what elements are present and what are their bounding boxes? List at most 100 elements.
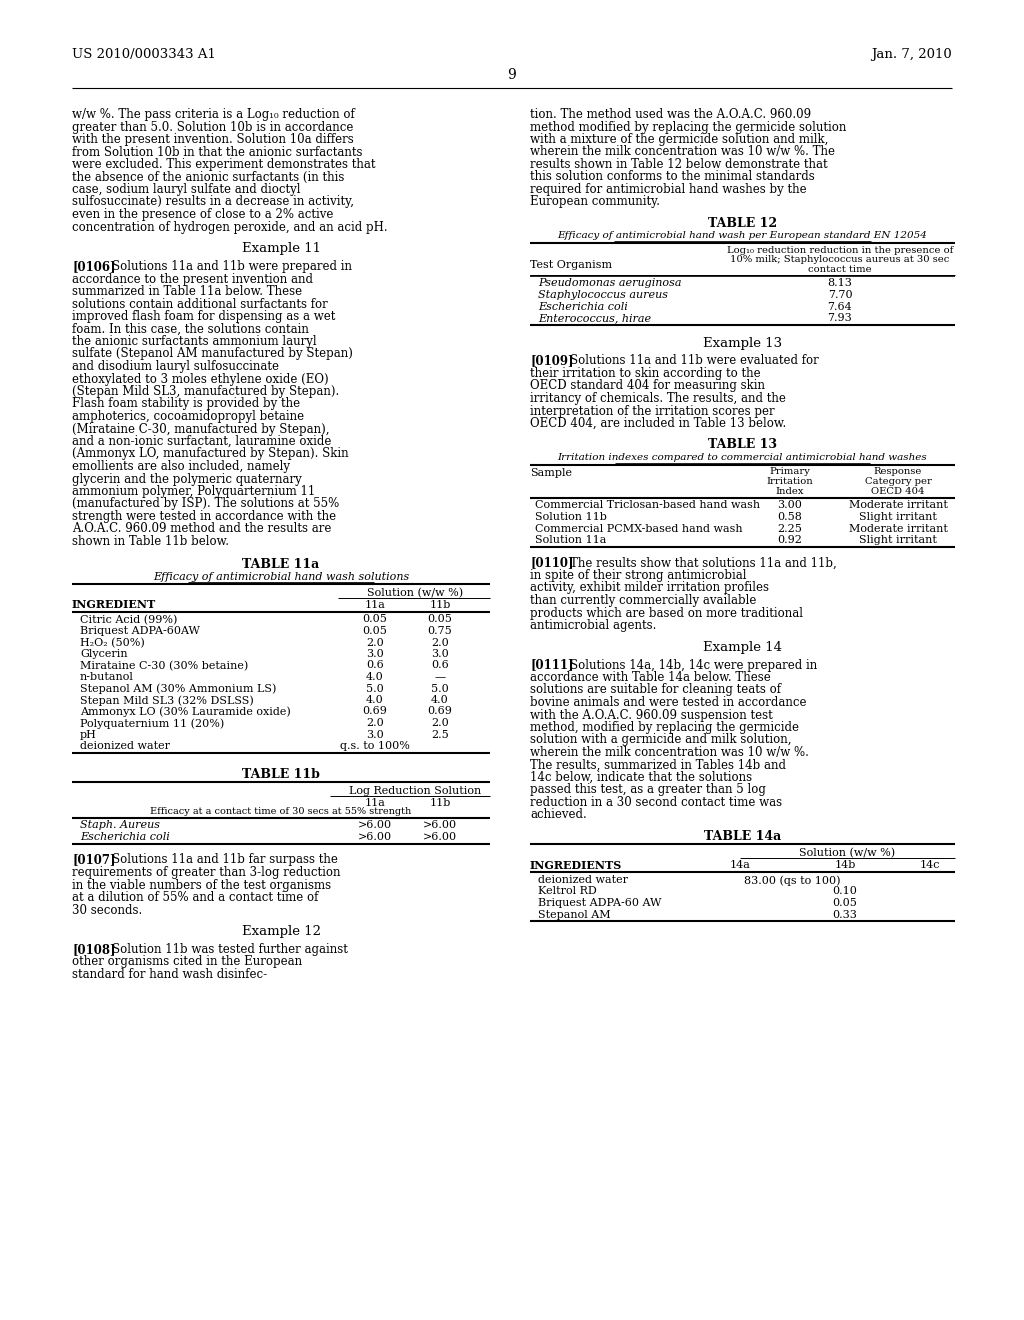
Text: 3.0: 3.0 bbox=[431, 649, 449, 659]
Text: 14a: 14a bbox=[729, 861, 751, 870]
Text: improved flash foam for dispensing as a wet: improved flash foam for dispensing as a … bbox=[72, 310, 336, 323]
Text: Commercial Triclosan-based hand wash: Commercial Triclosan-based hand wash bbox=[535, 500, 760, 511]
Text: 5.0: 5.0 bbox=[431, 684, 449, 693]
Text: 2.25: 2.25 bbox=[777, 524, 803, 533]
Text: Solution (w/w %): Solution (w/w %) bbox=[800, 847, 896, 858]
Text: case, sodium lauryl sulfate and dioctyl: case, sodium lauryl sulfate and dioctyl bbox=[72, 183, 300, 195]
Text: antimicrobial agents.: antimicrobial agents. bbox=[530, 619, 656, 632]
Text: other organisms cited in the European: other organisms cited in the European bbox=[72, 956, 302, 969]
Text: 0.05: 0.05 bbox=[428, 615, 453, 624]
Text: solutions are suitable for cleaning teats of: solutions are suitable for cleaning teat… bbox=[530, 684, 781, 697]
Text: method, modified by replacing the germicide: method, modified by replacing the germic… bbox=[530, 721, 799, 734]
Text: with the present invention. Solution 10a differs: with the present invention. Solution 10a… bbox=[72, 133, 353, 147]
Text: [0110]: [0110] bbox=[530, 557, 573, 569]
Text: 3.0: 3.0 bbox=[367, 730, 384, 739]
Text: 2.0: 2.0 bbox=[431, 718, 449, 729]
Text: concentration of hydrogen peroxide, and an acid pH.: concentration of hydrogen peroxide, and … bbox=[72, 220, 388, 234]
Text: Flash foam stability is provided by the: Flash foam stability is provided by the bbox=[72, 397, 300, 411]
Text: Stepanol AM: Stepanol AM bbox=[538, 909, 610, 920]
Text: w/w %. The pass criteria is a Log₁₀ reduction of: w/w %. The pass criteria is a Log₁₀ redu… bbox=[72, 108, 354, 121]
Text: accordance to the present invention and: accordance to the present invention and bbox=[72, 272, 313, 285]
Text: Jan. 7, 2010: Jan. 7, 2010 bbox=[871, 48, 952, 61]
Text: Stepan Mild SL3 (32% DSLSS): Stepan Mild SL3 (32% DSLSS) bbox=[80, 696, 254, 706]
Text: tion. The method used was the A.O.A.C. 960.09: tion. The method used was the A.O.A.C. 9… bbox=[530, 108, 811, 121]
Text: Escherichia coli: Escherichia coli bbox=[80, 832, 170, 842]
Text: 0.05: 0.05 bbox=[362, 615, 387, 624]
Text: Efficacy at a contact time of 30 secs at 55% strength: Efficacy at a contact time of 30 secs at… bbox=[151, 808, 412, 817]
Text: in the viable numbers of the test organisms: in the viable numbers of the test organi… bbox=[72, 879, 331, 891]
Text: 5.0: 5.0 bbox=[367, 684, 384, 693]
Text: Primary: Primary bbox=[770, 467, 810, 477]
Text: TABLE 11b: TABLE 11b bbox=[242, 767, 319, 780]
Text: 4.0: 4.0 bbox=[431, 696, 449, 705]
Text: reduction in a 30 second contact time was: reduction in a 30 second contact time wa… bbox=[530, 796, 782, 809]
Text: q.s. to 100%: q.s. to 100% bbox=[340, 741, 410, 751]
Text: [0108]: [0108] bbox=[72, 942, 116, 956]
Text: 7.64: 7.64 bbox=[827, 301, 852, 312]
Text: 4.0: 4.0 bbox=[367, 696, 384, 705]
Text: [0106]: [0106] bbox=[72, 260, 116, 273]
Text: 7.93: 7.93 bbox=[827, 313, 852, 323]
Text: greater than 5.0. Solution 10b is in accordance: greater than 5.0. Solution 10b is in acc… bbox=[72, 120, 353, 133]
Text: 10% milk; Staphylococcus aureus at 30 sec: 10% milk; Staphylococcus aureus at 30 se… bbox=[730, 256, 949, 264]
Text: Solution (w/w %): Solution (w/w %) bbox=[367, 587, 463, 598]
Text: 14b: 14b bbox=[835, 861, 856, 870]
Text: and disodium lauryl sulfosuccinate: and disodium lauryl sulfosuccinate bbox=[72, 360, 279, 374]
Text: Solutions 11a and 11b were prepared in: Solutions 11a and 11b were prepared in bbox=[112, 260, 352, 273]
Text: Moderate irritant: Moderate irritant bbox=[849, 500, 947, 511]
Text: Enterococcus, hirae: Enterococcus, hirae bbox=[538, 313, 651, 323]
Text: at a dilution of 55% and a contact time of: at a dilution of 55% and a contact time … bbox=[72, 891, 318, 904]
Text: required for antimicrobial hand washes by the: required for antimicrobial hand washes b… bbox=[530, 183, 807, 195]
Text: 3.0: 3.0 bbox=[367, 649, 384, 659]
Text: pH: pH bbox=[80, 730, 97, 739]
Text: with the A.O.A.C. 960.09 suspension test: with the A.O.A.C. 960.09 suspension test bbox=[530, 709, 773, 722]
Text: solutions contain additional surfactants for: solutions contain additional surfactants… bbox=[72, 297, 328, 310]
Text: and a non-ionic surfactant, lauramine oxide: and a non-ionic surfactant, lauramine ox… bbox=[72, 436, 332, 447]
Text: (Mirataine C-30, manufactured by Stepan),: (Mirataine C-30, manufactured by Stepan)… bbox=[72, 422, 330, 436]
Text: [0107]: [0107] bbox=[72, 854, 116, 866]
Text: [0111]: [0111] bbox=[530, 659, 573, 672]
Text: Log₁₀ reduction reduction in the presence of: Log₁₀ reduction reduction in the presenc… bbox=[727, 246, 953, 255]
Text: 2.0: 2.0 bbox=[431, 638, 449, 648]
Text: 8.13: 8.13 bbox=[827, 279, 852, 289]
Text: —: — bbox=[434, 672, 445, 682]
Text: strength were tested in accordance with the: strength were tested in accordance with … bbox=[72, 510, 336, 523]
Text: Solution 11b: Solution 11b bbox=[535, 512, 607, 521]
Text: foam. In this case, the solutions contain: foam. In this case, the solutions contai… bbox=[72, 322, 309, 335]
Text: Keltrol RD: Keltrol RD bbox=[538, 887, 597, 896]
Text: bovine animals and were tested in accordance: bovine animals and were tested in accord… bbox=[530, 696, 807, 709]
Text: Irritation indexes compared to commercial antimicrobial hand washes: Irritation indexes compared to commercia… bbox=[558, 453, 928, 462]
Text: the absence of the anionic surfactants (in this: the absence of the anionic surfactants (… bbox=[72, 170, 344, 183]
Text: requirements of greater than 3-log reduction: requirements of greater than 3-log reduc… bbox=[72, 866, 341, 879]
Text: solution with a germicide and milk solution,: solution with a germicide and milk solut… bbox=[530, 734, 792, 747]
Text: INGREDIENTS: INGREDIENTS bbox=[530, 861, 623, 871]
Text: even in the presence of close to a 2% active: even in the presence of close to a 2% ac… bbox=[72, 209, 334, 220]
Text: with a mixture of the germicide solution and milk,: with a mixture of the germicide solution… bbox=[530, 133, 828, 147]
Text: shown in Table 11b below.: shown in Table 11b below. bbox=[72, 535, 229, 548]
Text: 0.75: 0.75 bbox=[428, 626, 453, 636]
Text: 0.05: 0.05 bbox=[362, 626, 387, 636]
Text: >6.00: >6.00 bbox=[358, 832, 392, 842]
Text: irritancy of chemicals. The results, and the: irritancy of chemicals. The results, and… bbox=[530, 392, 785, 405]
Text: Staphylococcus aureus: Staphylococcus aureus bbox=[538, 290, 668, 300]
Text: 30 seconds.: 30 seconds. bbox=[72, 903, 142, 916]
Text: Response: Response bbox=[873, 467, 923, 477]
Text: European community.: European community. bbox=[530, 195, 660, 209]
Text: Efficacy of antimicrobial hand wash per European standard EN 12054: Efficacy of antimicrobial hand wash per … bbox=[557, 231, 928, 240]
Text: Example 12: Example 12 bbox=[242, 925, 321, 939]
Text: 0.69: 0.69 bbox=[362, 706, 387, 717]
Text: Efficacy of antimicrobial hand wash solutions: Efficacy of antimicrobial hand wash solu… bbox=[153, 572, 410, 582]
Text: Pseudomonas aeruginosa: Pseudomonas aeruginosa bbox=[538, 279, 682, 289]
Text: >6.00: >6.00 bbox=[358, 821, 392, 830]
Text: 11b: 11b bbox=[429, 797, 451, 808]
Text: interpretation of the irritation scores per: interpretation of the irritation scores … bbox=[530, 404, 774, 417]
Text: 2.0: 2.0 bbox=[367, 718, 384, 729]
Text: Commercial PCMX-based hand wash: Commercial PCMX-based hand wash bbox=[535, 524, 742, 533]
Text: results shown in Table 12 below demonstrate that: results shown in Table 12 below demonstr… bbox=[530, 158, 827, 172]
Text: 0.6: 0.6 bbox=[367, 660, 384, 671]
Text: products which are based on more traditional: products which are based on more traditi… bbox=[530, 606, 803, 619]
Text: Mirataine C-30 (30% betaine): Mirataine C-30 (30% betaine) bbox=[80, 660, 248, 671]
Text: deionized water: deionized water bbox=[80, 741, 170, 751]
Text: 11b: 11b bbox=[429, 599, 451, 610]
Text: this solution conforms to the minimal standards: this solution conforms to the minimal st… bbox=[530, 170, 815, 183]
